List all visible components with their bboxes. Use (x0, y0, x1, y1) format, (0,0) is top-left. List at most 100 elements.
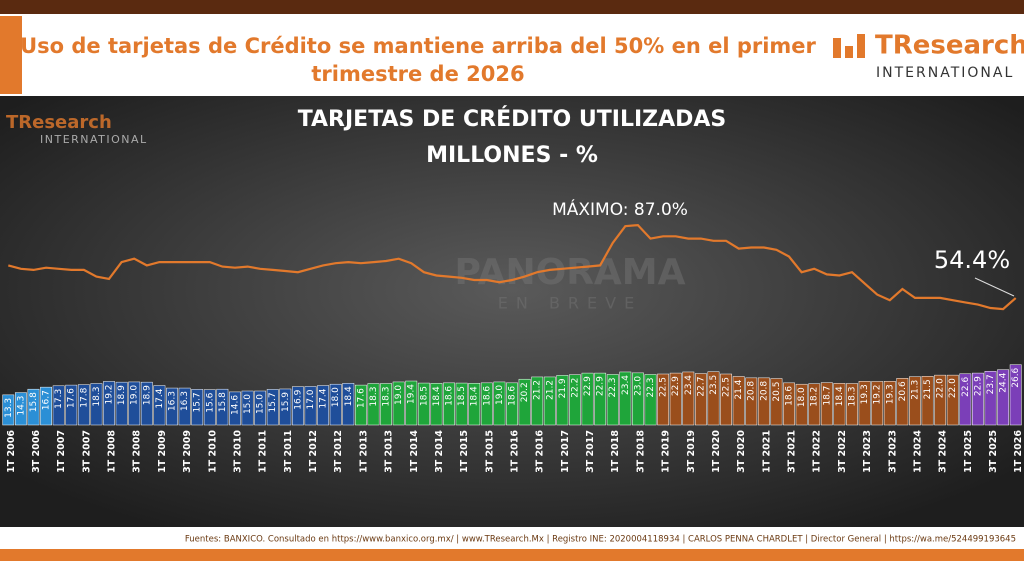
bar (1009, 364, 1022, 426)
bar (90, 383, 103, 426)
bar-value-label: 13.3 (4, 398, 14, 418)
bar (392, 381, 405, 426)
plot: 13.3 14.3 15.8 16.7 17.3 17.6 17.8 18.3 19.2 18.9… (2, 223, 1024, 473)
bar-value-label: 15.8 (218, 392, 228, 412)
bottom-strip (0, 549, 1024, 561)
bar (644, 374, 657, 426)
bar (166, 387, 178, 426)
x-tick-label: 3T 2017 (585, 430, 596, 473)
bar-value-label: 18.2 (810, 387, 820, 407)
bar-value-label: 19.0 (394, 385, 404, 405)
bar (921, 376, 934, 426)
bar (833, 383, 846, 426)
bar-value-label: 18.3 (92, 387, 102, 407)
bar (380, 383, 392, 426)
bar-value-label: 23.5 (709, 375, 719, 395)
bar (569, 374, 581, 426)
bar-value-label: 14.6 (230, 395, 240, 415)
bar (191, 389, 204, 426)
bar-value-label: 22.0 (936, 378, 946, 398)
bar-value-label: 17.8 (79, 387, 89, 407)
bar-value-label: 22.5 (659, 377, 669, 397)
bar-value-label: 16.3 (180, 391, 190, 411)
x-tick-label: 1T 2013 (358, 430, 369, 473)
bar-value-label: 22.3 (608, 377, 618, 397)
bar-value-label: 22.2 (570, 378, 580, 398)
bar (2, 394, 15, 426)
bar (871, 381, 884, 426)
bar (909, 376, 921, 426)
bar (254, 390, 267, 426)
bar-value-label: 19.3 (860, 384, 870, 404)
bar (972, 372, 984, 426)
bar (266, 389, 279, 426)
bar (732, 376, 745, 426)
bar (367, 383, 380, 426)
bar (417, 382, 430, 426)
x-tick-label: 3T 2012 (333, 430, 344, 473)
bar (52, 385, 65, 426)
bar (896, 378, 909, 426)
bar (405, 380, 418, 426)
bar (707, 371, 720, 426)
bar-value-label: 16.9 (293, 389, 303, 409)
bar-value-label: 22.6 (961, 377, 971, 397)
bar (770, 378, 783, 426)
x-tick-label: 1T 2006 (6, 430, 17, 473)
bar-value-label: 19.3 (885, 384, 895, 404)
bar-value-label: 18.6 (508, 386, 518, 406)
bar (606, 374, 619, 426)
chart-title: TARJETAS DE CRÉDITO UTILIZADAS (298, 106, 727, 132)
bar-value-label: 21.9 (558, 378, 568, 398)
x-tick-label: 1T 2010 (207, 430, 218, 473)
bar (984, 371, 997, 426)
bar (14, 392, 27, 426)
bar-value-label: 19.2 (873, 384, 883, 404)
x-tick-label: 1T 2026 (1013, 430, 1024, 473)
bar (27, 388, 40, 426)
watermark-sub: EN BREVE (498, 294, 642, 313)
footer: Fuentes: BANXICO. Consultado en https://… (185, 535, 1016, 545)
bar (480, 382, 493, 426)
bar-value-label: 20.5 (772, 382, 782, 402)
x-tick-label: 3T 2022 (837, 430, 848, 473)
bar-value-label: 23.0 (633, 376, 643, 396)
x-tick-label: 1T 2014 (409, 430, 420, 473)
x-tick-label: 3T 2019 (686, 430, 697, 473)
bar (304, 386, 317, 426)
x-tick-label: 3T 2008 (132, 430, 143, 473)
x-tick-label: 1T 2015 (459, 430, 470, 473)
bar (443, 382, 455, 426)
bar-value-label: 18.9 (142, 385, 152, 405)
x-tick-label: 3T 2023 (887, 430, 898, 473)
top-strip (0, 0, 1024, 14)
bar-value-label: 15.0 (243, 394, 253, 414)
bar-value-label: 17.4 (319, 388, 329, 408)
bar (279, 388, 292, 426)
x-tick-label: 1T 2008 (107, 430, 118, 473)
bar (65, 384, 78, 426)
footer-band (0, 527, 1024, 549)
bar-value-label: 18.6 (482, 386, 492, 406)
header-accent (0, 16, 22, 94)
x-tick-label: 1T 2009 (157, 430, 168, 473)
x-tick-label: 1T 2016 (510, 430, 521, 473)
x-tick-label: 1T 2019 (661, 430, 672, 473)
bar (153, 385, 166, 426)
header-band (0, 14, 1024, 96)
bar (946, 374, 959, 426)
x-tick-label: 3T 2007 (81, 430, 92, 473)
bar (657, 373, 670, 426)
x-tick-label: 1T 2007 (56, 430, 67, 473)
x-tick-label: 3T 2010 (232, 430, 243, 473)
bar-value-label: 18.3 (369, 387, 379, 407)
bar-value-label: 18.6 (445, 386, 455, 406)
bar-value-label: 20.8 (759, 381, 769, 401)
x-tick-label: 3T 2016 (535, 430, 546, 473)
bar-value-label: 23.4 (684, 375, 694, 395)
bar (506, 382, 518, 426)
bar (40, 386, 52, 426)
bar (997, 369, 1010, 426)
bar (669, 372, 682, 426)
